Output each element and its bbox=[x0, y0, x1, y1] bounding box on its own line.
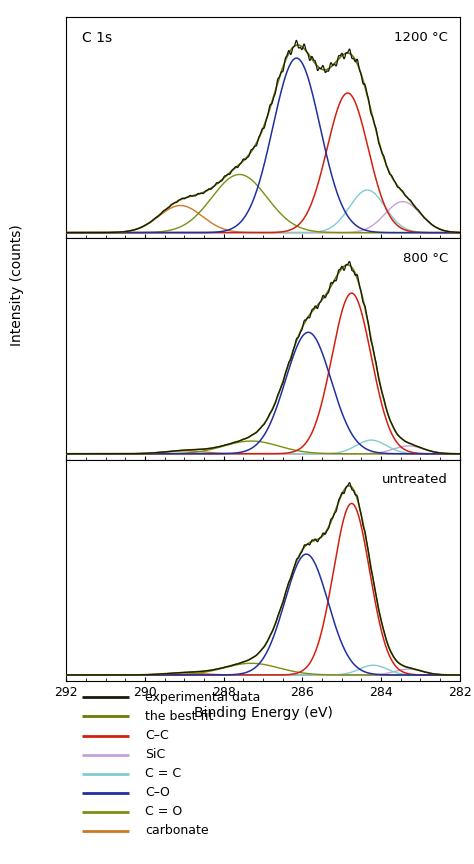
Text: carbonate: carbonate bbox=[145, 824, 209, 837]
Text: C–C: C–C bbox=[145, 729, 169, 742]
Text: C = C: C = C bbox=[145, 767, 181, 780]
Text: C 1s: C 1s bbox=[82, 30, 112, 45]
Text: the best fit: the best fit bbox=[145, 710, 213, 723]
Text: C = O: C = O bbox=[145, 805, 182, 818]
Text: Intensity (counts): Intensity (counts) bbox=[9, 225, 24, 346]
Text: 1200 °C: 1200 °C bbox=[394, 30, 448, 43]
Text: experimental data: experimental data bbox=[145, 691, 260, 704]
Text: 800 °C: 800 °C bbox=[403, 251, 448, 264]
Text: SiC: SiC bbox=[145, 748, 165, 761]
Text: untreated: untreated bbox=[382, 473, 448, 486]
Text: C–O: C–O bbox=[145, 786, 170, 799]
X-axis label: Binding Energy (eV): Binding Energy (eV) bbox=[194, 706, 332, 720]
